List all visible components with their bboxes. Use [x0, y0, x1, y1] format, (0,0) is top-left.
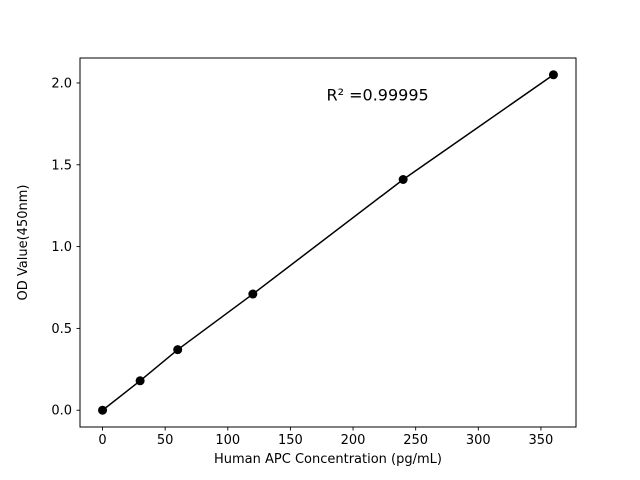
curve-line — [102, 74, 554, 411]
y-tick-label: 2.0 — [51, 76, 72, 91]
x-tick-label: 150 — [278, 433, 303, 448]
x-tick-label: 100 — [215, 433, 240, 448]
data-point — [548, 70, 558, 80]
axes-box — [79, 57, 577, 428]
x-tick-label: 300 — [466, 433, 491, 448]
y-tick-label: 1.0 — [51, 240, 72, 255]
data-point — [98, 405, 108, 415]
y-tick-label: 0.5 — [51, 322, 72, 337]
y-tick-label: 1.5 — [51, 158, 72, 173]
y-axis-label: OD Value(450nm) — [16, 185, 31, 301]
x-tick-label: 250 — [403, 433, 428, 448]
data-point — [398, 175, 408, 184]
data-point — [248, 289, 258, 299]
data-point — [173, 345, 183, 355]
y-tick-label: 0.0 — [51, 404, 72, 419]
x-tick-label: 200 — [341, 433, 366, 448]
x-tick-label: 350 — [529, 433, 554, 448]
x-axis-label: Human APC Concentration (pg/mL) — [214, 452, 442, 467]
data-point — [135, 376, 145, 386]
r-squared-annotation: R² =0.99995 — [327, 85, 429, 104]
x-tick-label: 0 — [98, 433, 106, 448]
x-tick-label: 50 — [157, 433, 174, 448]
